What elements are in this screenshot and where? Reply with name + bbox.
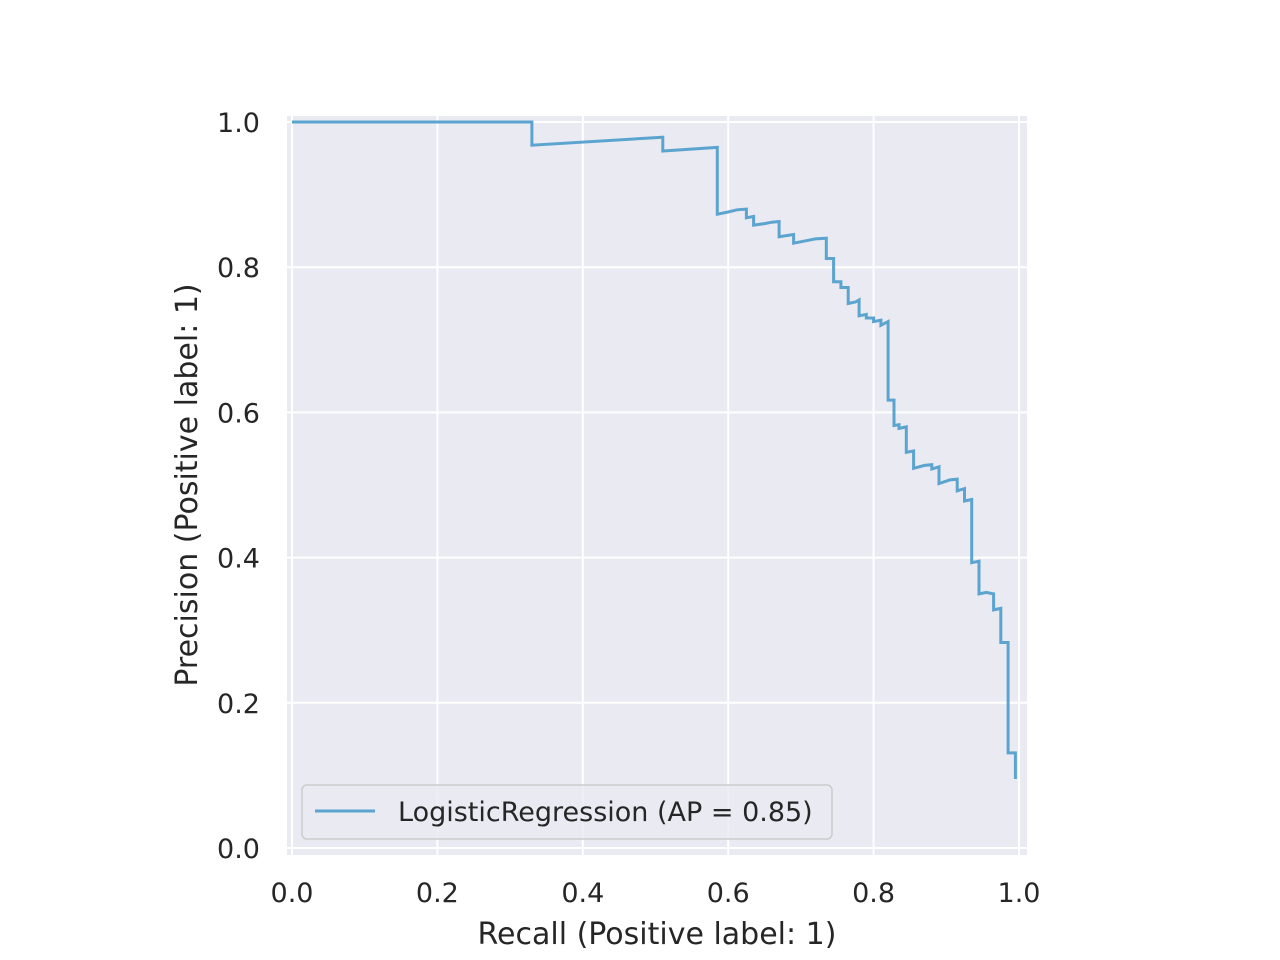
legend-box <box>301 784 833 840</box>
y-tick-label: 0.2 <box>217 689 260 720</box>
series-line-logistic-regression <box>292 120 1017 779</box>
legend: LogisticRegression (AP = 0.85) <box>301 784 833 840</box>
y-tick-label: 1.0 <box>217 108 260 139</box>
y-tick-label: 0.0 <box>217 834 260 865</box>
legend-label: LogisticRegression (AP = 0.85) <box>398 797 813 828</box>
y-axis-label: Precision (Positive label: 1) <box>170 283 205 686</box>
plot-area <box>287 116 1027 855</box>
x-tick-label: 0.6 <box>707 878 750 909</box>
tick-labels: 0.0 0.2 0.4 0.6 0.8 1.0 0.0 0.2 0.4 0.6 0.8 1.0 <box>217 108 1040 909</box>
x-tick-label: 0.0 <box>271 878 314 909</box>
x-tick-label: 0.2 <box>416 878 459 909</box>
y-tick-label: 0.8 <box>217 253 260 284</box>
x-tick-label: 0.4 <box>561 878 604 909</box>
x-axis-label: Recall (Positive label: 1) <box>478 917 837 952</box>
y-tick-label: 0.6 <box>217 398 260 429</box>
x-tick-label: 0.8 <box>852 878 895 909</box>
y-tick-label: 0.4 <box>217 544 260 575</box>
x-tick-label: 1.0 <box>998 878 1041 909</box>
